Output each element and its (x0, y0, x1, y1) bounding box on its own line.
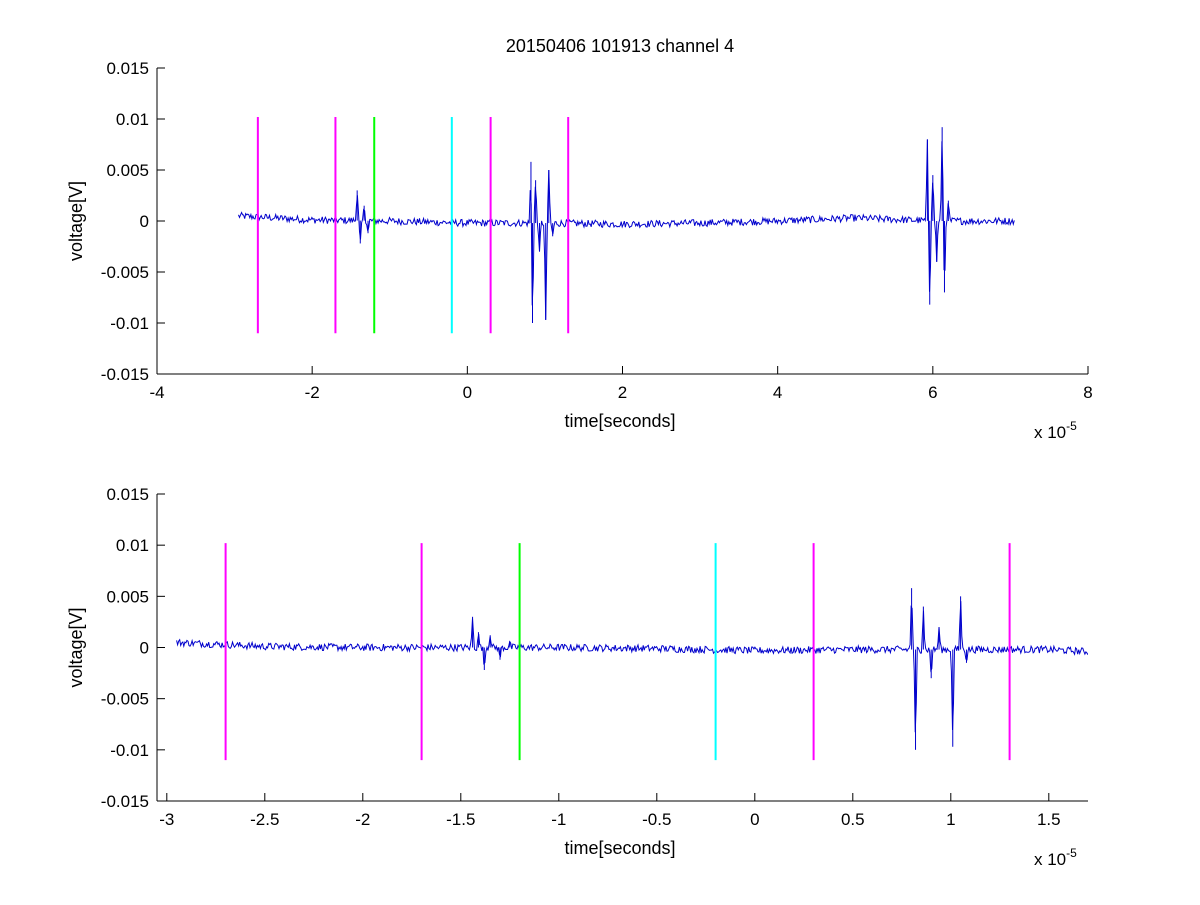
y-tick-label: 0.005 (106, 161, 149, 180)
y-axis-label: voltage[V] (66, 607, 86, 687)
x-multiplier-exponent: -5 (1066, 846, 1077, 860)
y-tick-label: -0.01 (110, 741, 149, 760)
y-tick-label: -0.005 (101, 690, 149, 709)
x-tick-label: 1.5 (1037, 810, 1061, 829)
y-tick-label: -0.01 (110, 314, 149, 333)
bottom-axes: -3 -2.5 -2 -1.5 -1 -0.5 0 0.5 1 1.5 -0.015 -0.01 -0.… (66, 485, 1088, 869)
x-tick-label: 6 (928, 383, 937, 402)
y-tick-label: -0.015 (101, 365, 149, 384)
x-tick-label: 0 (463, 383, 472, 402)
y-tick-label: 0 (140, 212, 149, 231)
x-tick-label: 8 (1083, 383, 1092, 402)
x-tick-label: 0 (750, 810, 759, 829)
x-tick-label: 1 (946, 810, 955, 829)
y-axis-label: voltage[V] (66, 181, 86, 261)
x-multiplier-label: x 10-5 (1034, 846, 1077, 869)
signal-series-line (176, 601, 1088, 733)
y-tick-label: -0.015 (101, 792, 149, 811)
figure-title: 20150406 101913 channel 4 (506, 36, 734, 56)
x-multiplier-exponent: -5 (1066, 419, 1077, 433)
y-tick-label: 0.01 (116, 110, 149, 129)
x-axis-label: time[seconds] (564, 411, 675, 431)
y-tick-label: 0.015 (106, 485, 149, 504)
x-tick-label: -2 (305, 383, 320, 402)
x-multiplier-label: x 10-5 (1034, 419, 1077, 442)
x-axis-label: time[seconds] (564, 838, 675, 858)
x-multiplier-base: x 10 (1034, 423, 1066, 442)
x-tick-label: -1.5 (446, 810, 475, 829)
y-tick-label: 0.01 (116, 536, 149, 555)
y-tick-label: 0.005 (106, 587, 149, 606)
x-multiplier-base: x 10 (1034, 850, 1066, 869)
x-tick-label: -2.5 (250, 810, 279, 829)
y-tick-label: 0.015 (106, 59, 149, 78)
y-tick-label: 0 (140, 639, 149, 658)
x-tick-label: 0.5 (841, 810, 865, 829)
y-tick-label: -0.005 (101, 263, 149, 282)
x-tick-label: -0.5 (642, 810, 671, 829)
x-tick-label: -2 (355, 810, 370, 829)
plot-area (157, 494, 1088, 801)
x-tick-label: -1 (551, 810, 566, 829)
x-tick-label: -4 (149, 383, 164, 402)
top-axes: -4 -2 0 2 4 6 8 -0.015 -0.01 -0.005 0 0.005 0.01 0.01… (66, 59, 1093, 442)
x-tick-label: 4 (773, 383, 782, 402)
x-tick-label: 2 (618, 383, 627, 402)
x-tick-label: -3 (159, 810, 174, 829)
